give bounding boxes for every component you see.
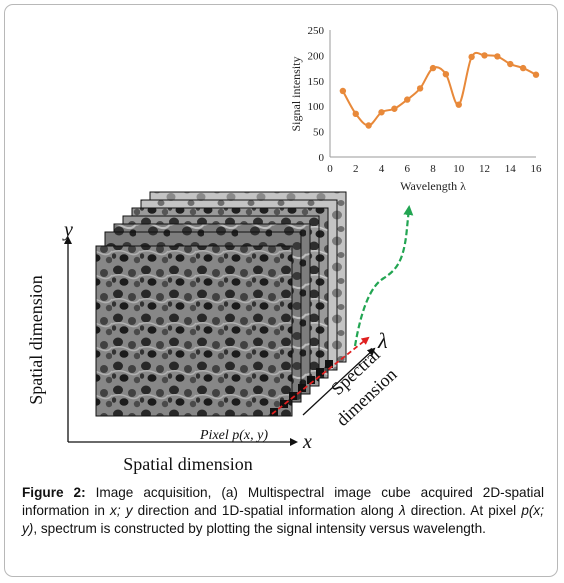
chart-data-point — [391, 105, 398, 112]
spectral-axis-arrow — [302, 347, 376, 416]
chart-series-line — [342, 51, 537, 127]
image-cube — [95, 191, 370, 417]
chart-x-ticks: 0 2 4 6 8 10 12 14 16 — [327, 163, 542, 175]
caption-italic-lambda: λ — [398, 503, 406, 518]
chart-data-point — [429, 64, 437, 72]
chart-data-point — [455, 101, 462, 108]
chart-y-tick-label: 200 — [308, 50, 325, 62]
spatial-dimension-vertical-label: Spatial dimension — [26, 275, 46, 405]
chart-data-point — [494, 53, 501, 60]
x-axis-letter: x — [302, 431, 312, 453]
spectral-chart: 0 50 100 150 200 250 0 2 4 6 8 10 12 14 16 Signal int… — [289, 25, 542, 193]
chart-data-point — [442, 70, 450, 78]
chart-data-point — [507, 60, 514, 68]
chart-y-tick-label: 250 — [308, 25, 325, 37]
chart-x-tick-label: 4 — [379, 163, 385, 175]
caption-text-2: direction and 1D-spatial information alo… — [132, 503, 399, 518]
caption-label: Figure 2: — [22, 485, 86, 500]
figure-caption: Figure 2: Image acquisition, (a) Multisp… — [22, 484, 544, 538]
chart-series-points — [339, 52, 540, 129]
chart-data-point — [468, 53, 475, 61]
spatial-dimension-horizontal-label: Spatial dimension — [123, 454, 253, 474]
caption-text-3: direction. At pixel — [405, 503, 522, 518]
caption-italic-pixel: p(x; y) — [22, 503, 544, 536]
chart-y-tick-label: 0 — [319, 152, 325, 164]
green-curve-arrow — [353, 205, 414, 347]
chart-y-tick-label: 50 — [313, 127, 325, 139]
lambda-letter: λ — [377, 328, 388, 353]
figure-illustration: 0 50 100 150 200 250 0 2 4 6 8 10 12 14 16 Signal int… — [26, 25, 542, 474]
chart-y-tick-label: 100 — [308, 101, 325, 113]
chart-x-tick-label: 6 — [405, 163, 411, 175]
chart-data-point — [339, 87, 347, 95]
chart-x-axis-label: Wavelength λ — [400, 179, 466, 193]
chart-y-axis-label: Signal intensity — [289, 57, 303, 132]
chart-data-point — [365, 122, 372, 129]
chart-x-tick-label: 10 — [453, 163, 465, 175]
chart-y-tick-label: 150 — [308, 76, 325, 88]
spectral-pixel-arrow — [271, 336, 370, 415]
chart-x-tick-label: 14 — [505, 163, 517, 175]
chart-data-point — [352, 110, 359, 118]
chart-data-point — [416, 85, 424, 92]
caption-text-4: , spectrum is constructed by plotting th… — [33, 521, 486, 536]
chart-x-tick-label: 12 — [479, 163, 490, 175]
chart-data-point — [378, 109, 385, 116]
y-axis-letter: y — [62, 219, 73, 241]
chart-data-point — [519, 64, 527, 72]
chart-x-tick-label: 0 — [327, 163, 333, 175]
chart-x-tick-label: 16 — [531, 163, 543, 175]
caption-text-1: Image acquisition, (a) Multispectral ima… — [22, 485, 544, 518]
pixel-label: Pixel p(x, y) — [199, 428, 268, 443]
cube-layer-front — [95, 245, 293, 417]
chart-y-ticks: 0 50 100 150 200 250 — [308, 25, 325, 164]
chart-data-point — [532, 71, 540, 78]
chart-data-point — [404, 96, 411, 103]
caption-italic-xy: x; y — [110, 503, 133, 518]
chart-x-tick-label: 2 — [353, 163, 359, 175]
chart-x-tick-label: 8 — [430, 163, 436, 175]
chart-data-point — [481, 52, 488, 59]
